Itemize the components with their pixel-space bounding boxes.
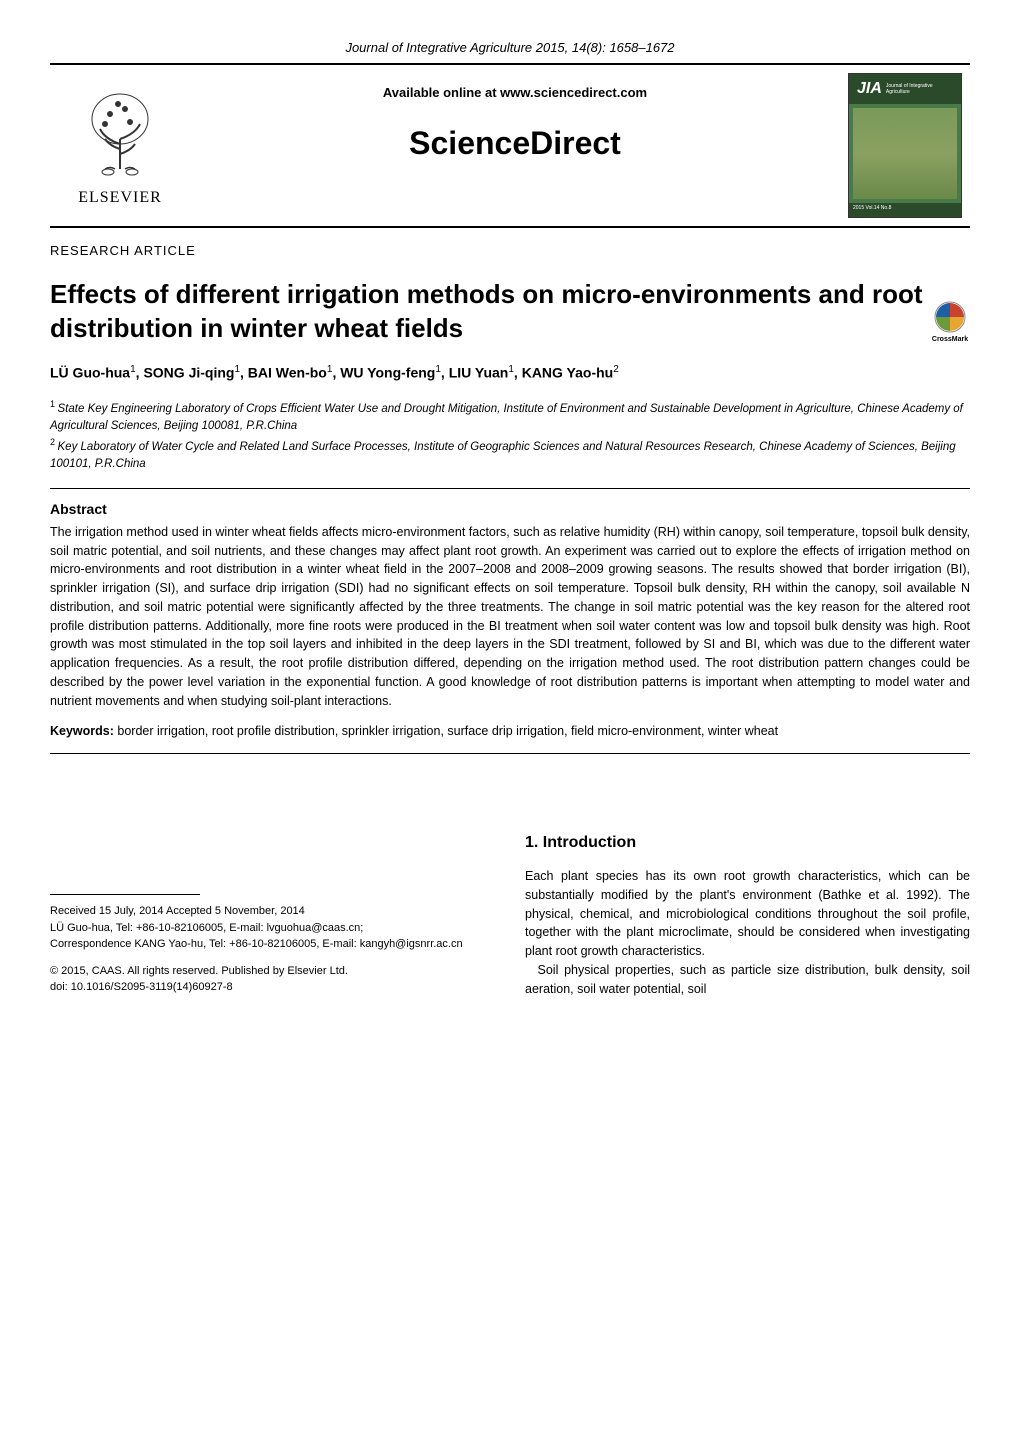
received-date: Received 15 July, 2014 Accepted 5 Novemb… [50, 903, 495, 920]
author-name: LIU Yuan [449, 364, 509, 380]
keywords-label: Keywords: [50, 724, 117, 738]
article-type: RESEARCH ARTICLE [50, 243, 970, 258]
author-sup: 1 [130, 364, 136, 375]
intro-heading: 1. Introduction [525, 834, 970, 852]
jia-footer-band: 2015 Vol.14 No.8 [849, 203, 961, 217]
author-contact: LÜ Guo-hua, Tel: +86-10-82106005, E-mail… [50, 920, 495, 937]
crossmark-badge[interactable]: CrossMark [930, 301, 970, 351]
journal-header: Journal of Integrative Agriculture 2015,… [50, 40, 970, 55]
author-name: BAI Wen-bo [248, 364, 327, 380]
elsevier-text: ELSEVIER [78, 189, 162, 207]
intro-p2: Soil physical properties, such as partic… [525, 961, 970, 999]
keywords: Keywords: border irrigation, root profil… [50, 722, 970, 741]
author-name: WU Yong-feng [340, 364, 435, 380]
left-column: Received 15 July, 2014 Accepted 5 Novemb… [50, 834, 495, 998]
jia-subtitle: Journal of Integrative Agriculture [886, 83, 957, 95]
abstract-text: The irrigation method used in winter whe… [50, 523, 970, 711]
jia-cover: JIA Journal of Integrative Agriculture 2… [840, 65, 970, 226]
copyright: © 2015, CAAS. All rights reserved. Publi… [50, 963, 495, 980]
jia-cover-image [853, 108, 957, 199]
affiliation: 2 Key Laboratory of Water Cycle and Rela… [50, 436, 970, 473]
available-online-text: Available online at www.sciencedirect.co… [200, 85, 830, 100]
affiliation: 1 State Key Engineering Laboratory of Cr… [50, 398, 970, 435]
author-sup: 1 [508, 364, 514, 375]
intro-body: Each plant species has its own root grow… [525, 867, 970, 998]
jia-cover-box: JIA Journal of Integrative Agriculture 2… [848, 73, 962, 218]
footnote-divider [50, 894, 200, 895]
elsevier-logo: ELSEVIER [50, 65, 190, 226]
abstract-heading: Abstract [50, 501, 970, 517]
author-name: SONG Ji-qing [143, 364, 234, 380]
article-title: Effects of different irrigation methods … [50, 278, 970, 346]
doi: doi: 10.1016/S2095-3119(14)60927-8 [50, 979, 495, 996]
author-name: KANG Yao-hu [522, 364, 614, 380]
two-column-layout: Received 15 July, 2014 Accepted 5 Novemb… [50, 834, 970, 998]
jia-header-band: JIA Journal of Integrative Agriculture [849, 74, 961, 104]
author-name: LÜ Guo-hua [50, 364, 130, 380]
crossmark-icon [934, 301, 966, 333]
divider [50, 753, 970, 754]
divider [50, 488, 970, 489]
correspondence: Correspondence KANG Yao-hu, Tel: +86-10-… [50, 936, 495, 953]
intro-p1: Each plant species has its own root grow… [525, 867, 970, 961]
author-sup: 1 [435, 364, 441, 375]
keywords-values: border irrigation, root profile distribu… [117, 724, 778, 738]
elsevier-tree-icon [70, 84, 170, 184]
author-sup: 1 [327, 364, 333, 375]
jia-logo-text: JIA [857, 80, 882, 98]
sciencedirect-logo: ScienceDirect [200, 125, 830, 162]
authors: LÜ Guo-hua1, SONG Ji-qing1, BAI Wen-bo1,… [50, 364, 970, 381]
banner-center: Available online at www.sciencedirect.co… [190, 65, 840, 226]
title-text: Effects of different irrigation methods … [50, 279, 923, 343]
author-sup: 2 [613, 364, 619, 375]
affiliations: 1 State Key Engineering Laboratory of Cr… [50, 398, 970, 473]
footnote: Received 15 July, 2014 Accepted 5 Novemb… [50, 903, 495, 996]
author-sup: 1 [234, 364, 240, 375]
right-column: 1. Introduction Each plant species has i… [525, 834, 970, 998]
crossmark-label: CrossMark [932, 335, 968, 344]
top-banner: ELSEVIER Available online at www.science… [50, 63, 970, 228]
